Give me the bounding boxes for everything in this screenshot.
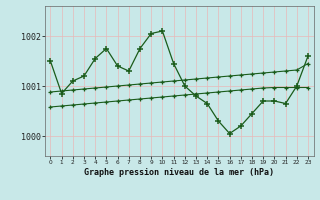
- X-axis label: Graphe pression niveau de la mer (hPa): Graphe pression niveau de la mer (hPa): [84, 168, 274, 177]
